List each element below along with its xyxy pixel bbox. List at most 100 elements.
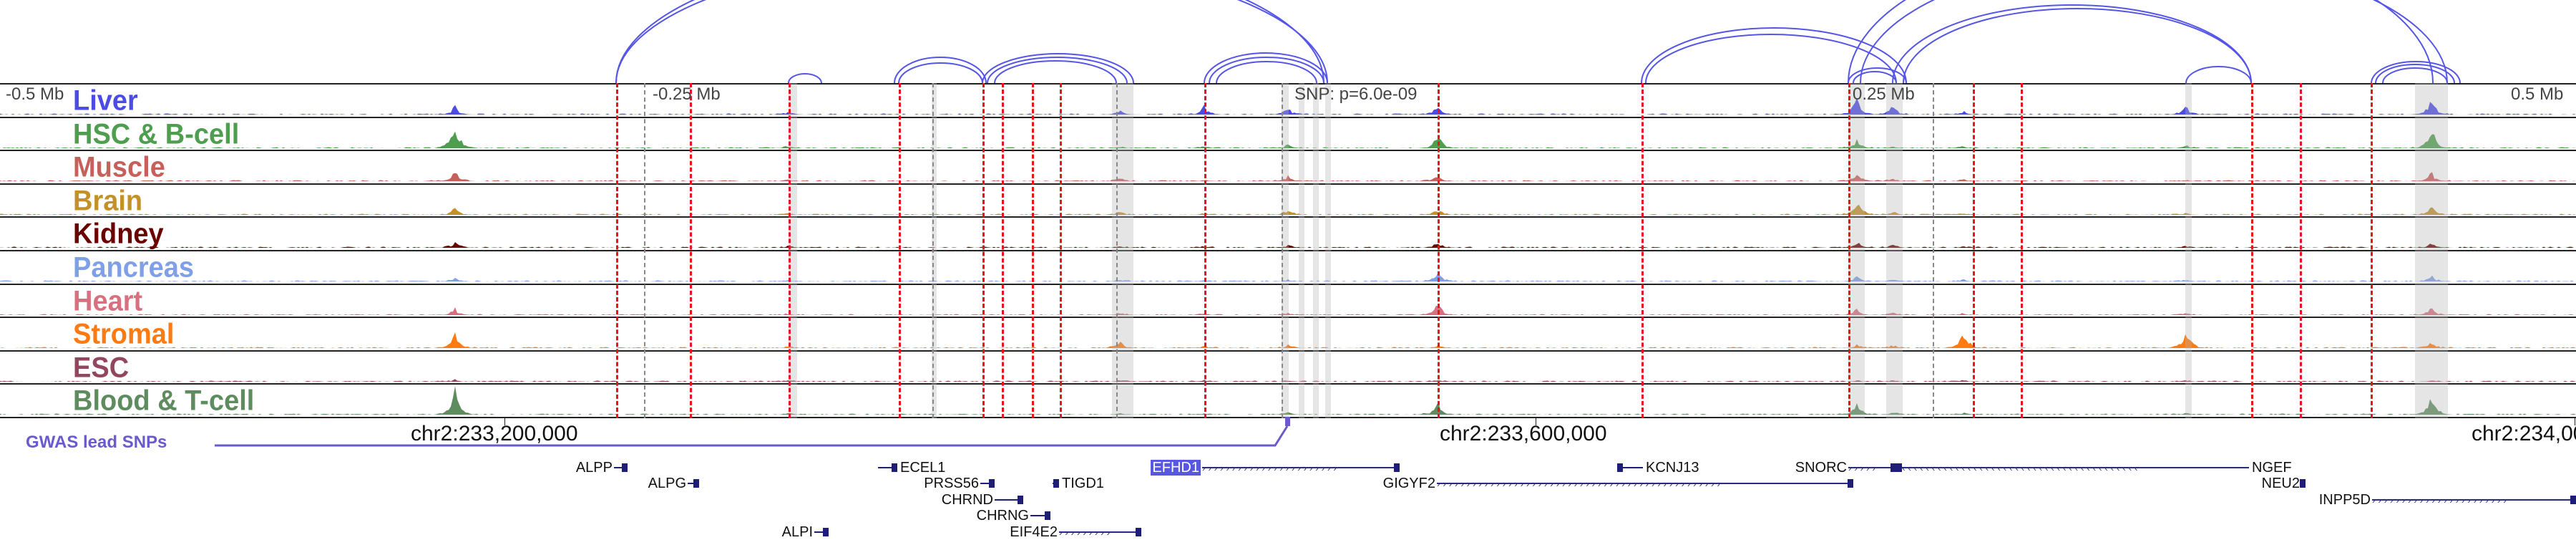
track-label: Stromal (73, 319, 175, 351)
loop-arc (898, 62, 983, 84)
gene-label-kcnj13[interactable]: KCNJ13 (1646, 460, 1699, 476)
loop-arc (1853, 71, 1897, 84)
loop-arc (615, 0, 1324, 84)
loop-arc (788, 73, 822, 84)
gene-label-eif4e2[interactable]: EIF4E2 (1010, 524, 1058, 540)
track-label: Heart (73, 285, 143, 317)
loop-arc (615, 0, 1328, 84)
loop-arc (894, 57, 987, 84)
signal-area (0, 242, 2576, 249)
exon-block (1136, 528, 1141, 536)
gene-model-chrnd[interactable] (995, 499, 1023, 501)
gene-label-efhd1[interactable]: EFHD1 (1151, 460, 1201, 476)
loop-arc (2185, 66, 2252, 84)
gene-label-alpi[interactable]: ALPI (781, 524, 813, 540)
loop-arc (2382, 67, 2448, 84)
track-label: Muscle (73, 152, 165, 184)
signal-area (0, 131, 2576, 148)
signal-area (0, 305, 2576, 315)
exon-block (2300, 479, 2306, 488)
loop-arc (1216, 61, 1317, 84)
signal-area (0, 204, 2576, 215)
coord-label-3: chr2:234,000,000 (2472, 422, 2576, 445)
signal-area (0, 379, 2576, 382)
gwas-snp-marker[interactable] (1285, 417, 1290, 426)
gene-label-gigyf2[interactable]: GIGYF2 (1382, 476, 1435, 491)
gene-label-ngef[interactable]: NGEF (2252, 460, 2292, 476)
loop-arc (1204, 52, 1328, 84)
signal-area (0, 332, 2576, 349)
loop-arc (994, 60, 1117, 84)
exon-block (1890, 463, 1896, 472)
coord-label-1: chr2:233,200,000 (411, 422, 578, 445)
gene-model-alpi[interactable] (814, 531, 829, 533)
signal-plot (0, 271, 2576, 281)
track-label: Blood & T-cell (73, 385, 255, 418)
signal-area (0, 97, 2576, 115)
gene-model-kcnj13[interactable] (1617, 467, 1643, 468)
track-label: ESC (73, 352, 130, 384)
loop-arc (987, 57, 1128, 84)
track-label: Liver (73, 85, 138, 117)
gene-label-snorc[interactable]: SNORC (1795, 460, 1847, 476)
track-label: HSC & B-cell (73, 118, 240, 150)
gene-label-prss56[interactable]: PRSS56 (924, 476, 979, 491)
gwas-connector (215, 425, 1289, 447)
gene-label-neu2[interactable]: NEU2 (2261, 476, 2300, 491)
gene-model-ngef[interactable]: ‹‹‹‹‹‹‹‹‹‹‹‹‹‹‹‹‹‹‹‹‹‹‹‹‹‹‹‹‹‹‹‹‹‹‹‹‹‹‹‹… (1896, 463, 2249, 473)
track-label: Kidney (73, 218, 164, 251)
gene-label-alpg[interactable]: ALPG (648, 476, 686, 491)
loop-arc (1645, 34, 1897, 84)
exon-block (823, 528, 829, 536)
strand-arrows: ››››››››››››››››››››››››››››››››››››››››… (1437, 478, 1723, 489)
gene-model-prss56[interactable] (980, 483, 995, 484)
coord-tick (504, 418, 505, 425)
exon-block (1896, 463, 1902, 472)
gene-label-tigd1[interactable]: TIGD1 (1062, 476, 1104, 491)
strand-arrows: ››››› (1848, 463, 1878, 473)
loop-arc (1848, 67, 1907, 84)
strand-arrows: ‹‹‹‹‹‹‹‹‹‹‹‹‹‹‹‹‹‹‹‹‹‹‹‹‹‹‹‹‹‹‹‹‹‹‹‹‹‹‹‹… (1896, 463, 2141, 473)
track-label: Pancreas (73, 251, 195, 284)
signal-plot (0, 131, 2576, 148)
track-heart: Heart (0, 285, 2576, 319)
signal-tracks: Liver HSC & B-cell Muscle Brain Kidney Pancre… (0, 83, 2576, 420)
strand-arrows: ››››››››››››››››››››››› (2372, 495, 2509, 506)
track-liver: Liver (0, 85, 2576, 118)
gene-model-ecel1[interactable] (878, 467, 897, 468)
gene-model-inpp5d[interactable]: ››››››››››››››››››››››› (2372, 495, 2576, 506)
gene-label-chrnd[interactable]: CHRND (941, 492, 993, 508)
loop-arc (1903, 8, 2252, 84)
signal-plot (0, 332, 2576, 349)
loop-arc (982, 53, 1134, 84)
exon-block (892, 463, 897, 472)
track-esc: ESC (0, 352, 2576, 385)
track-hsc-b-cell: HSC & B-cell (0, 118, 2576, 152)
gwas-track-label: GWAS lead SNPs (26, 433, 167, 452)
signal-plot (0, 305, 2576, 315)
loop-arc (1641, 27, 1907, 84)
track-kidney: Kidney (0, 218, 2576, 251)
exon-block (2570, 496, 2576, 504)
exon-block (1053, 479, 1059, 488)
loop-arc (2375, 64, 2455, 84)
exon-block (1045, 511, 1050, 520)
gene-label-ecel1[interactable]: ECEL1 (900, 460, 946, 476)
gene-model-gigyf2[interactable]: ››››››››››››››››››››››››››››››››››››››››… (1437, 478, 1853, 489)
track-brain: Brain (0, 185, 2576, 218)
gene-label-chrng[interactable]: CHRNG (976, 508, 1029, 524)
gene-model-efhd1[interactable]: ››››››››››››››››››››››› (1202, 463, 1400, 473)
signal-area (0, 271, 2576, 281)
gene-label-inpp5d[interactable]: INPP5D (2318, 492, 2371, 508)
track-pancreas: Pancreas (0, 251, 2576, 285)
loop-arc (1209, 57, 1324, 84)
gene-label-alpp[interactable]: ALPP (575, 460, 613, 476)
exon-block (1018, 496, 1023, 504)
gene-model-snorc[interactable]: ››››› (1848, 463, 1896, 473)
gene-model-eif4e2[interactable]: ››››››››› (1059, 527, 1141, 538)
strand-arrows: ››››››››››››››››››››››› (1202, 463, 1340, 473)
gwas-track (215, 417, 1290, 447)
gene-model-chrng[interactable] (1030, 515, 1050, 516)
loop-arc (1892, 4, 2252, 84)
gene-model-alpp[interactable] (614, 467, 628, 468)
